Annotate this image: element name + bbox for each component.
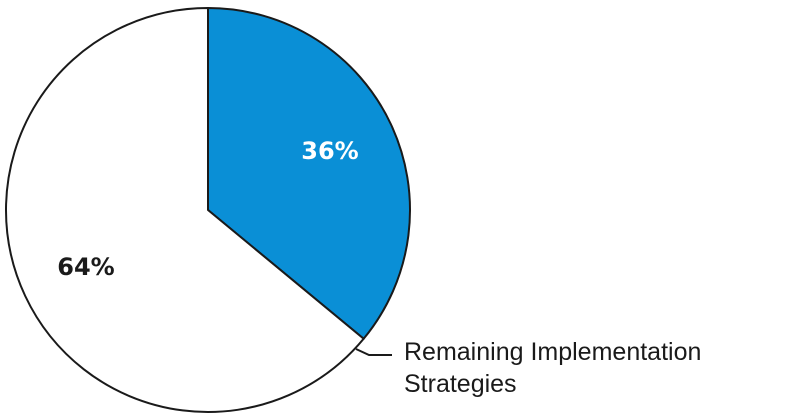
pie-slice-36 <box>207 7 411 340</box>
annotation-leader-line <box>355 348 392 356</box>
annotation-line-2: Strategies <box>404 370 517 398</box>
pie-slices <box>5 7 411 413</box>
slice-label-36: 36% <box>301 137 358 165</box>
slice-labels: 36% 64% <box>57 137 358 281</box>
slice-label-64: 64% <box>57 253 114 281</box>
pie-slice-64 <box>5 7 365 413</box>
annotation-line-1: Remaining Implementation <box>404 338 701 366</box>
